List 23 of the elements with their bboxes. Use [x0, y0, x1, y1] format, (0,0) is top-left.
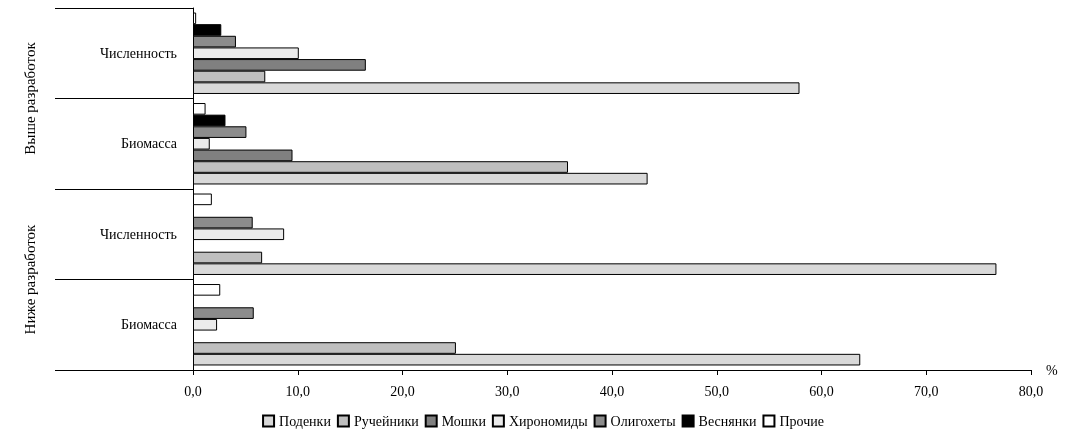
- y-tick-label: Численность: [99, 226, 177, 242]
- legend-label: Прочие: [779, 413, 824, 429]
- legend-label: Поденки: [279, 413, 332, 429]
- legend-label: Хирономиды: [508, 413, 589, 429]
- y-tick-label: Биомасса: [120, 136, 178, 152]
- legend-label: Олигохеты: [610, 413, 677, 429]
- text: Ниже разработок: [22, 223, 38, 335]
- x-tick-label: 80,0: [1018, 383, 1044, 399]
- x-tick-label: 0,0: [184, 383, 202, 399]
- x-tick-label: 30,0: [495, 383, 520, 399]
- y-tick-label: Биомасса: [120, 317, 178, 333]
- text: Выше разработок: [22, 41, 38, 155]
- x-tick-label: 20,0: [390, 383, 415, 399]
- x-axis-title: %: [1046, 362, 1058, 378]
- legend-label: Веснянки: [698, 413, 757, 429]
- x-tick-label: 60,0: [809, 383, 834, 399]
- x-tick-label: 70,0: [914, 383, 939, 399]
- x-tick-label: 40,0: [599, 383, 625, 399]
- x-tick-label: 10,0: [285, 383, 310, 399]
- x-tick-label: 50,0: [704, 383, 729, 399]
- legend-label: Ручейники: [353, 413, 420, 429]
- y-tick-label: Численность: [99, 45, 177, 61]
- legend-label: Мошки: [441, 413, 487, 429]
